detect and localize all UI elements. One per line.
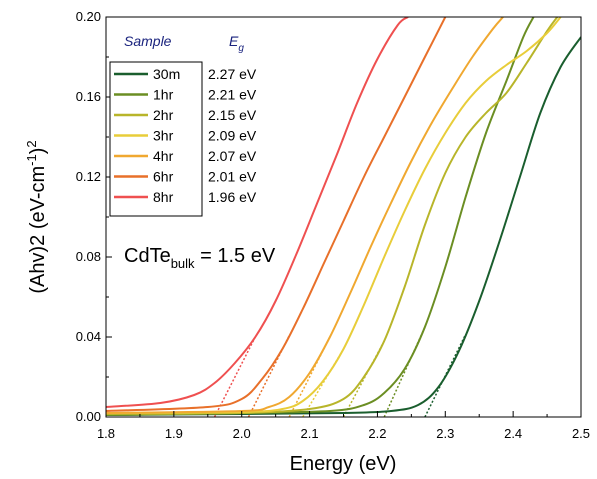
tangent-line-3hr <box>302 348 345 417</box>
legend-eg-6hr: 2.01 eV <box>208 169 257 185</box>
bulk-bandgap-annotation: CdTebulk = 1.5 eV <box>124 245 276 271</box>
legend-label-3hr: 3hr <box>153 128 174 144</box>
y-tick-label: 0.20 <box>76 9 101 24</box>
tangent-line-1hr <box>383 326 426 417</box>
tangent-line-6hr <box>247 335 290 417</box>
x-tick-label: 1.9 <box>165 426 183 441</box>
series-line-4hr <box>106 17 504 414</box>
y-axis-title-main: (Ahv)2 (eV-cm <box>27 166 49 294</box>
legend-header-sample: Sample <box>124 33 172 49</box>
legend-eg-2hr: 2.15 eV <box>208 107 257 123</box>
y-tick-label: 0.04 <box>76 329 101 344</box>
x-tick-label: 1.8 <box>97 426 115 441</box>
tangent-line-30m <box>424 334 467 417</box>
legend-header-eg: Eg <box>229 33 244 54</box>
x-tick-label: 2.2 <box>368 426 386 441</box>
annotation-suffix: = 1.5 eV <box>195 245 276 267</box>
legend-label-1hr: 1hr <box>153 87 174 103</box>
tangent-line-8hr <box>213 336 256 417</box>
series-line-3hr <box>106 17 562 414</box>
legend-label-2hr: 2hr <box>153 107 174 123</box>
x-tick-label: 2.3 <box>436 426 454 441</box>
y-axis-title: (Ahv)2 (eV-cm-1)2 <box>24 140 49 293</box>
series-line-8hr <box>106 17 409 408</box>
legend-eg-3hr: 2.09 eV <box>208 128 257 144</box>
y-tick-label: 0.08 <box>76 249 101 264</box>
y-tick-label: 0.16 <box>76 89 101 104</box>
legend-label-6hr: 6hr <box>153 169 174 185</box>
legend-header-eg-main: E <box>229 33 239 49</box>
legend-label-4hr: 4hr <box>153 148 174 164</box>
y-tick-label: 0.12 <box>76 169 101 184</box>
legend-label-8hr: 8hr <box>153 189 174 205</box>
legend-eg-8hr: 1.96 eV <box>208 189 257 205</box>
legend-label-30m: 30m <box>153 66 180 82</box>
legend-box <box>109 61 203 217</box>
x-tick-label: 2.0 <box>233 426 251 441</box>
x-axis-ticks: 1.8 1.9 2.0 2.1 2.2 2.3 2.4 2.5 <box>97 411 590 441</box>
annotation-prefix: CdTe <box>124 245 171 267</box>
series-line-30m <box>106 36 581 416</box>
legend: 30m 2.27 eV 1hr 2.21 eV 2hr 2.15 eV 3hr 2.09 eV… <box>114 66 257 205</box>
series-line-1hr <box>106 17 535 416</box>
annotation-subscript: bulk <box>171 256 195 271</box>
series-line-6hr <box>106 17 447 412</box>
y-axis-title-sup1: -1 <box>24 154 39 166</box>
series-curves <box>106 17 581 416</box>
tangent-lines <box>213 326 467 417</box>
legend-eg-30m: 2.27 eV <box>208 66 257 82</box>
x-tick-label: 2.5 <box>572 426 590 441</box>
legend-header-eg-sub: g <box>238 43 244 54</box>
x-tick-label: 2.1 <box>301 426 319 441</box>
y-axis-title-close: ) <box>27 148 49 155</box>
y-axis-title-sup2: 2 <box>24 140 39 147</box>
y-tick-label: 0.00 <box>76 409 101 424</box>
tangent-line-4hr <box>288 336 331 417</box>
x-axis-title: Energy (eV) <box>290 453 397 475</box>
x-tick-label: 2.4 <box>504 426 522 441</box>
series-line-2hr <box>106 17 559 415</box>
legend-eg-4hr: 2.07 eV <box>208 148 257 164</box>
y-axis-ticks: 0.00 0.04 0.08 0.12 0.16 0.20 <box>76 9 112 424</box>
legend-eg-1hr: 2.21 eV <box>208 87 257 103</box>
